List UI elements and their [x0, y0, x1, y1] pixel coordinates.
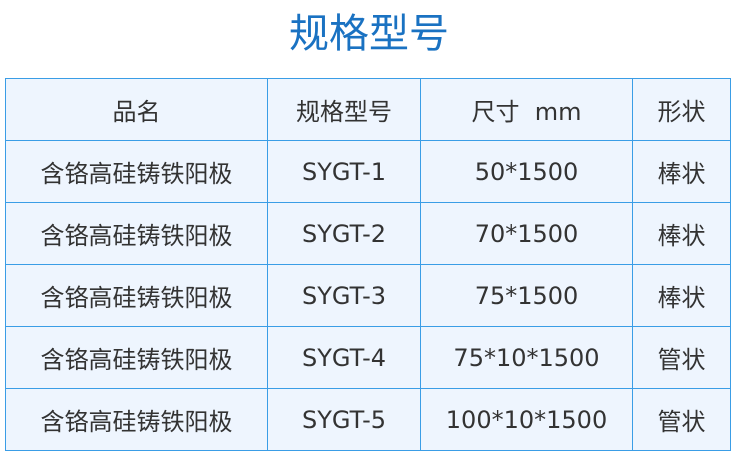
table-row: 含铬高硅铸铁阳极 SYGT-3 75*1500 棒状 [5, 264, 731, 327]
page-title: 规格型号 [289, 11, 449, 57]
cell-shape: 管状 [632, 326, 731, 389]
spec-table: 品名 规格型号 尺寸 mm 形状 含铬高硅铸铁阳极 SYGT-1 50*1500 棒状… [5, 78, 731, 451]
cell-size: 70*1500 [420, 202, 633, 265]
cell-name: 含铬高硅铸铁阳极 [5, 202, 268, 265]
cell-size: 75*1500 [420, 264, 633, 327]
cell-name: 含铬高硅铸铁阳极 [5, 264, 268, 327]
header-shape: 形状 [632, 78, 731, 141]
cell-model: SYGT-3 [267, 264, 421, 327]
cell-size: 100*10*1500 [420, 388, 633, 451]
cell-model: SYGT-4 [267, 326, 421, 389]
cell-model: SYGT-5 [267, 388, 421, 451]
table-row: 含铬高硅铸铁阳极 SYGT-4 75*10*1500 管状 [5, 326, 731, 389]
cell-model: SYGT-1 [267, 140, 421, 203]
header-row: 品名 规格型号 尺寸 mm 形状 [5, 78, 731, 141]
header-model: 规格型号 [267, 78, 421, 141]
cell-name: 含铬高硅铸铁阳极 [5, 326, 268, 389]
cell-shape: 棒状 [632, 264, 731, 327]
table-row: 含铬高硅铸铁阳极 SYGT-1 50*1500 棒状 [5, 140, 731, 203]
cell-shape: 管状 [632, 388, 731, 451]
cell-name: 含铬高硅铸铁阳极 [5, 388, 268, 451]
header-size: 尺寸 mm [420, 78, 633, 141]
header-name: 品名 [5, 78, 268, 141]
cell-name: 含铬高硅铸铁阳极 [5, 140, 268, 203]
cell-size: 50*1500 [420, 140, 633, 203]
table-row: 含铬高硅铸铁阳极 SYGT-2 70*1500 棒状 [5, 202, 731, 265]
table-row: 含铬高硅铸铁阳极 SYGT-5 100*10*1500 管状 [5, 388, 731, 451]
cell-shape: 棒状 [632, 202, 731, 265]
cell-shape: 棒状 [632, 140, 731, 203]
cell-size: 75*10*1500 [420, 326, 633, 389]
cell-model: SYGT-2 [267, 202, 421, 265]
